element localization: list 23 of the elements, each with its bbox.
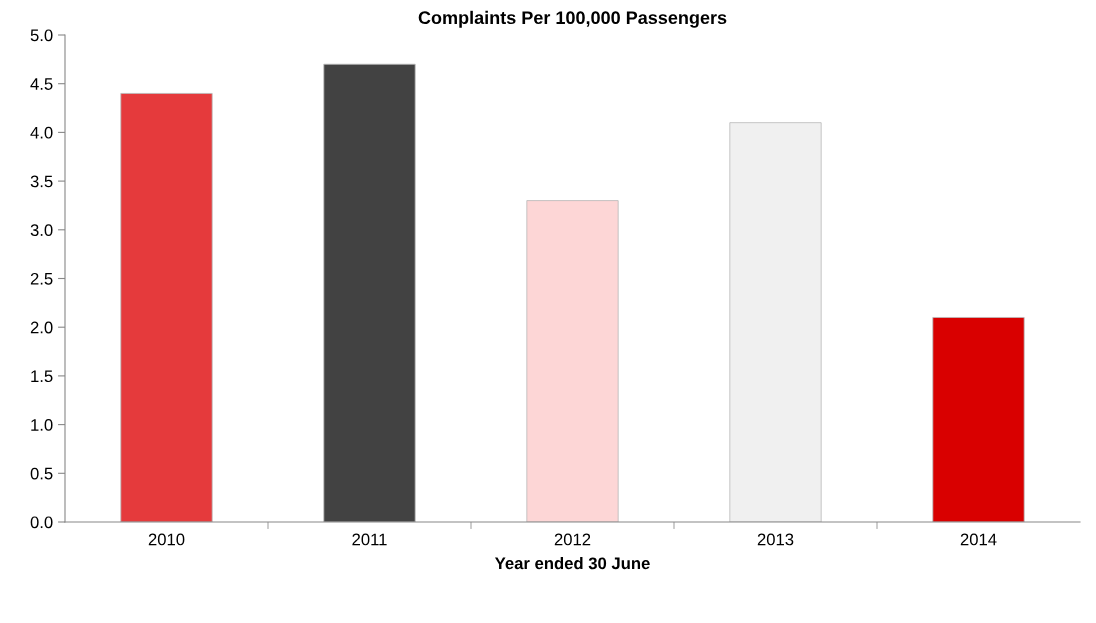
x-tick-label: 2012 [554, 533, 591, 546]
chart-title: Complaints Per 100,000 Passengers [418, 10, 727, 28]
x-tick-label: 2011 [352, 533, 387, 546]
y-tick-label: 2.0 [30, 321, 53, 334]
bar [323, 63, 416, 522]
y-tick-label: 2.5 [30, 272, 53, 285]
bar [932, 317, 1025, 522]
y-tick-label: 1.5 [31, 370, 53, 383]
x-tick-label: 2010 [148, 533, 185, 546]
y-tick-label: 0.5 [30, 467, 53, 480]
y-tick-label: 4.5 [30, 78, 53, 90]
y-tick-label: 4.0 [30, 126, 53, 139]
x-tick-label: 2014 [960, 533, 997, 546]
y-tick-label: 0.0 [30, 516, 53, 529]
bar [729, 122, 822, 522]
x-tick-label: 2013 [757, 533, 794, 546]
y-tick-label: 5.0 [30, 29, 53, 42]
bar [120, 93, 213, 522]
x-axis-title: Year ended 30 June [494, 556, 650, 570]
y-tick-label: 1.0 [31, 419, 53, 431]
y-tick-label: 3.5 [30, 175, 53, 188]
bar [526, 200, 619, 522]
y-tick-label: 3.0 [30, 224, 53, 236]
